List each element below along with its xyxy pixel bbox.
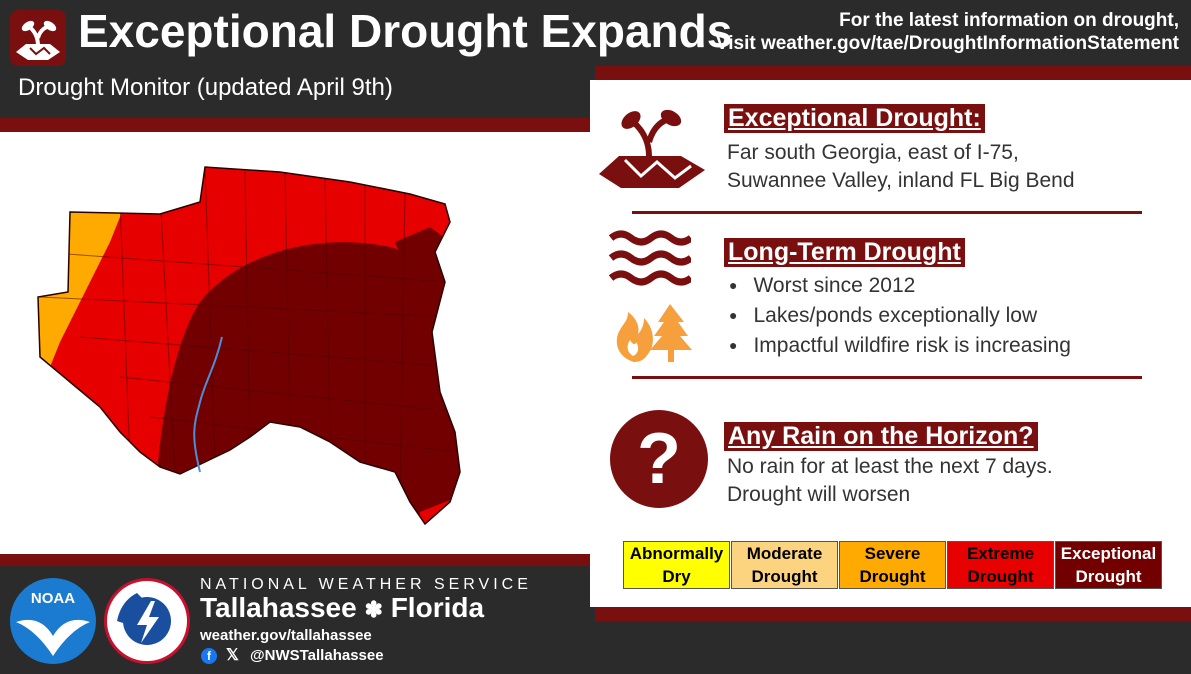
office-city: Tallahassee [200, 592, 357, 623]
legend-extreme-drought: Extreme Drought [947, 541, 1054, 589]
legend-severe-drought: Severe Drought [839, 541, 946, 589]
office-website-link[interactable]: weather.gov/tallahassee [200, 627, 372, 644]
legend-label: Exceptional [1060, 544, 1157, 563]
facebook-icon[interactable]: f [201, 648, 217, 664]
drought-map [0, 132, 590, 554]
legend-label: Drought [751, 567, 818, 586]
legend-abnormally-dry: Abnormally Dry [623, 541, 730, 589]
long-term-bullet: Impactful wildfire risk is increasing [729, 334, 1070, 358]
wildfire-icon [616, 304, 692, 362]
noaa-logo-text: NOAA [30, 590, 76, 607]
seagull-icon [16, 619, 90, 656]
footer-bar [0, 566, 590, 674]
drought-plant-icon [599, 109, 705, 188]
long-term-heading: Long-Term Drought [724, 238, 965, 267]
palm-icon: ✽ [364, 597, 383, 622]
exceptional-drought-area [395, 227, 450, 292]
legend-label: Drought [1075, 567, 1142, 586]
x-icon[interactable]: 𝕏 [226, 647, 239, 664]
accent-stripe [0, 118, 590, 132]
legend-label: Drought [967, 567, 1034, 586]
question-icon: ? [610, 410, 708, 508]
county-lines [39, 167, 460, 493]
region-outline [37, 166, 461, 526]
legend-label: Drought [859, 567, 926, 586]
river-line [193, 336, 223, 473]
social-handle[interactable]: @NWSTallahassee [250, 647, 384, 664]
page-title: Exceptional Drought Expands [78, 5, 733, 57]
nws-logo [104, 578, 190, 664]
agency-label: NATIONAL WEATHER SERVICE [200, 576, 532, 593]
office-state: Florida [390, 592, 485, 623]
long-term-bullet: Worst since 2012 [729, 274, 915, 298]
map-subtitle: Drought Monitor (updated April 9th) [18, 74, 393, 101]
subtitle-bar [0, 66, 590, 118]
lightning-icon [117, 593, 159, 643]
rain-heading: Any Rain on the Horizon? [724, 422, 1038, 451]
legend-label: Moderate [746, 544, 823, 563]
plant-icon [16, 20, 60, 60]
info-url-line: Visit weather.gov/tae/DroughtInformation… [716, 33, 1179, 55]
drought-map-svg [37, 166, 461, 526]
legend-label: Dry [662, 567, 691, 586]
legend-exceptional-drought: Exceptional Drought [1055, 541, 1162, 589]
legend-label: Severe [864, 544, 921, 563]
exceptional-heading: Exceptional Drought: [724, 104, 985, 133]
accent-stripe [595, 607, 1191, 621]
rain-line: Drought will worsen [727, 483, 911, 506]
wave-icon [608, 230, 691, 286]
section-divider [632, 211, 1142, 214]
exceptional-line: Far south Georgia, east of I-75, [727, 141, 1019, 164]
section-divider [632, 376, 1142, 379]
drought-statement-link[interactable]: weather.gov/tae/DroughtInformationStatem… [760, 33, 1179, 54]
accent-stripe [0, 554, 590, 566]
rain-line: No rain for at least the next 7 days. [727, 455, 1053, 478]
noaa-logo: NOAA [10, 578, 96, 664]
legend-label: Abnormally [629, 544, 724, 563]
drought-logo [10, 10, 66, 66]
accent-stripe [595, 66, 1191, 80]
header-bar [0, 0, 1191, 66]
office-name: Tallahassee ✽ Florida [200, 592, 484, 624]
info-line: For the latest information on drought, [839, 10, 1179, 31]
exceptional-line: Suwannee Valley, inland FL Big Bend [727, 169, 1075, 192]
long-term-bullet: Lakes/ponds exceptionally low [729, 304, 1037, 328]
info-prefix: Visit [715, 33, 761, 54]
legend-label: Extreme [966, 544, 1035, 563]
legend-moderate-drought: Moderate Drought [731, 541, 838, 589]
